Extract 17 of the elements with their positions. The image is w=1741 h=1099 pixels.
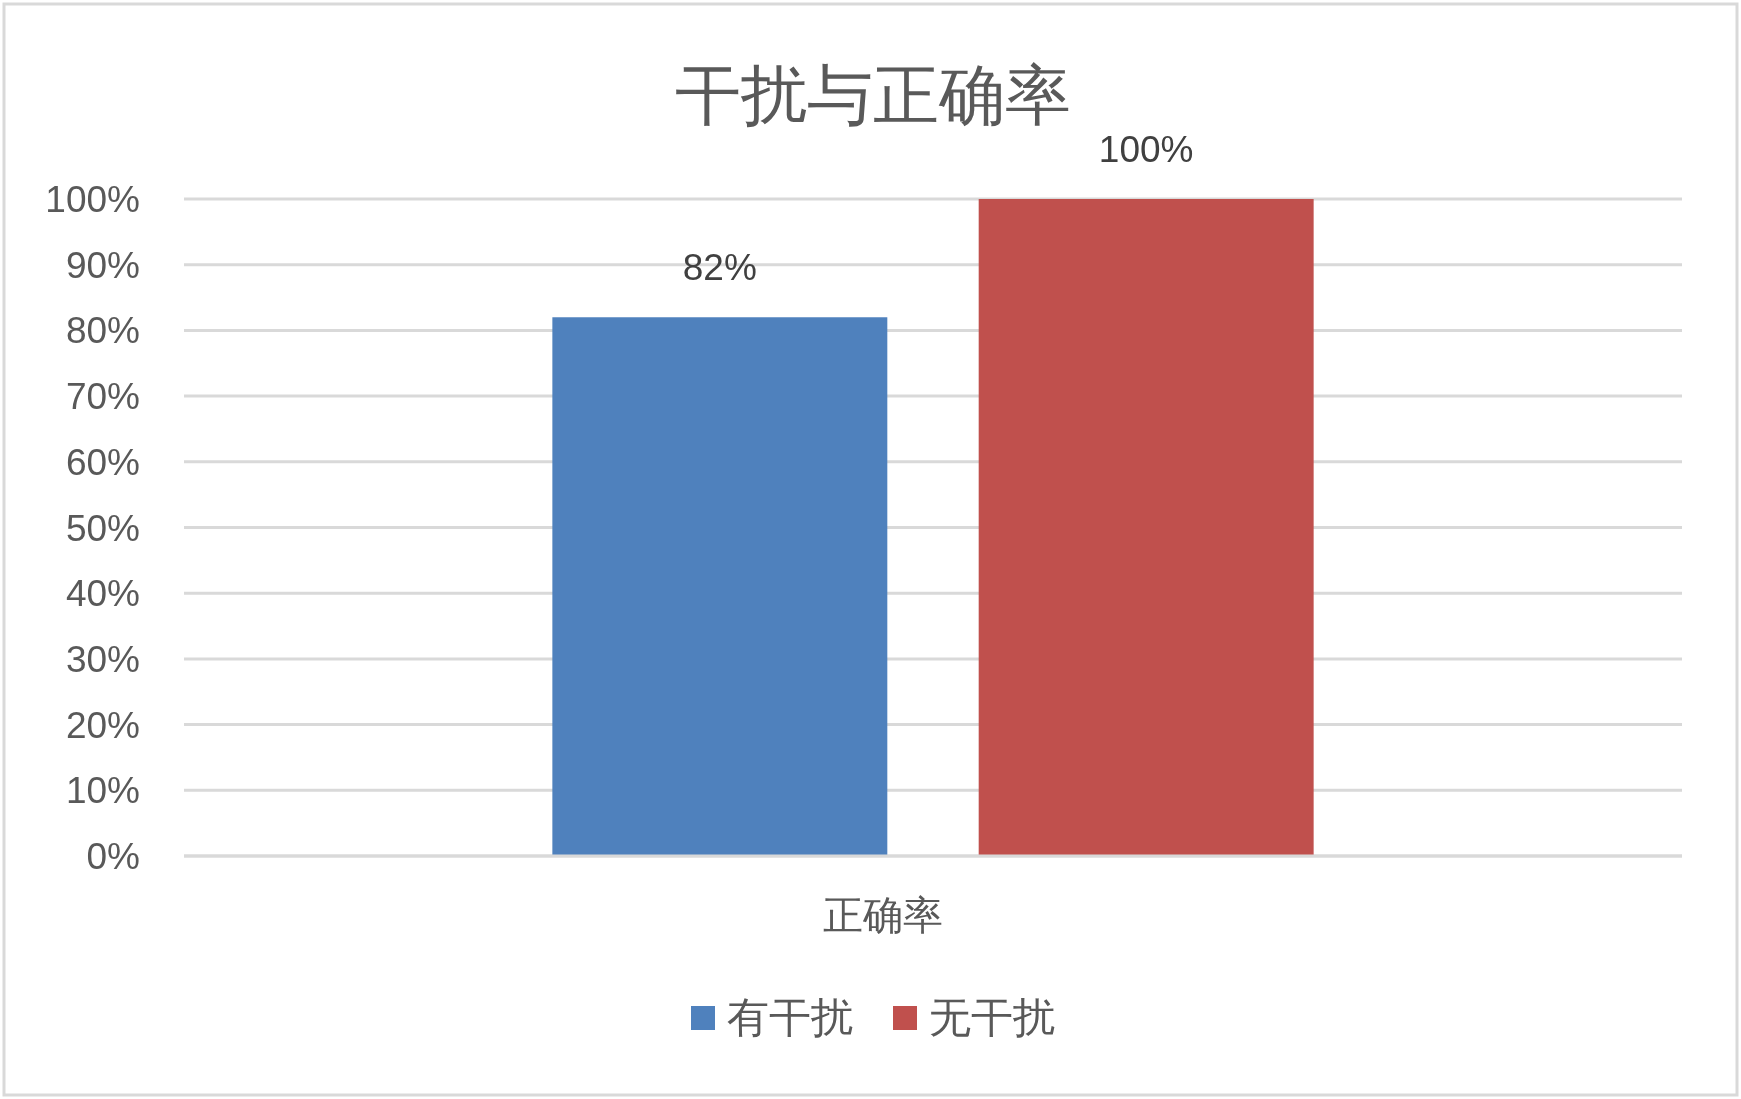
y-tick-label: 30% [65,638,140,680]
data-label: 100% [1098,129,1194,170]
y-tick-label: 20% [65,704,140,746]
data-label: 82% [682,247,757,289]
chart-title: 干扰与正确率 [675,58,1071,132]
y-tick-label: 10% [65,770,140,812]
y-tick-label: 50% [65,507,140,549]
legend-label: 无干扰 [929,994,1055,1041]
y-tick-label: 100% [45,179,140,220]
legend-label: 有干扰 [727,994,853,1041]
x-tick-label: 正确率 [823,893,943,937]
y-tick-label: 60% [65,441,140,483]
y-tick-label: 70% [65,376,140,418]
y-tick-label: 40% [65,573,140,615]
y-tick-label: 80% [65,310,140,352]
y-tick-label: 0% [86,836,140,877]
y-tick-label: 90% [65,244,140,286]
